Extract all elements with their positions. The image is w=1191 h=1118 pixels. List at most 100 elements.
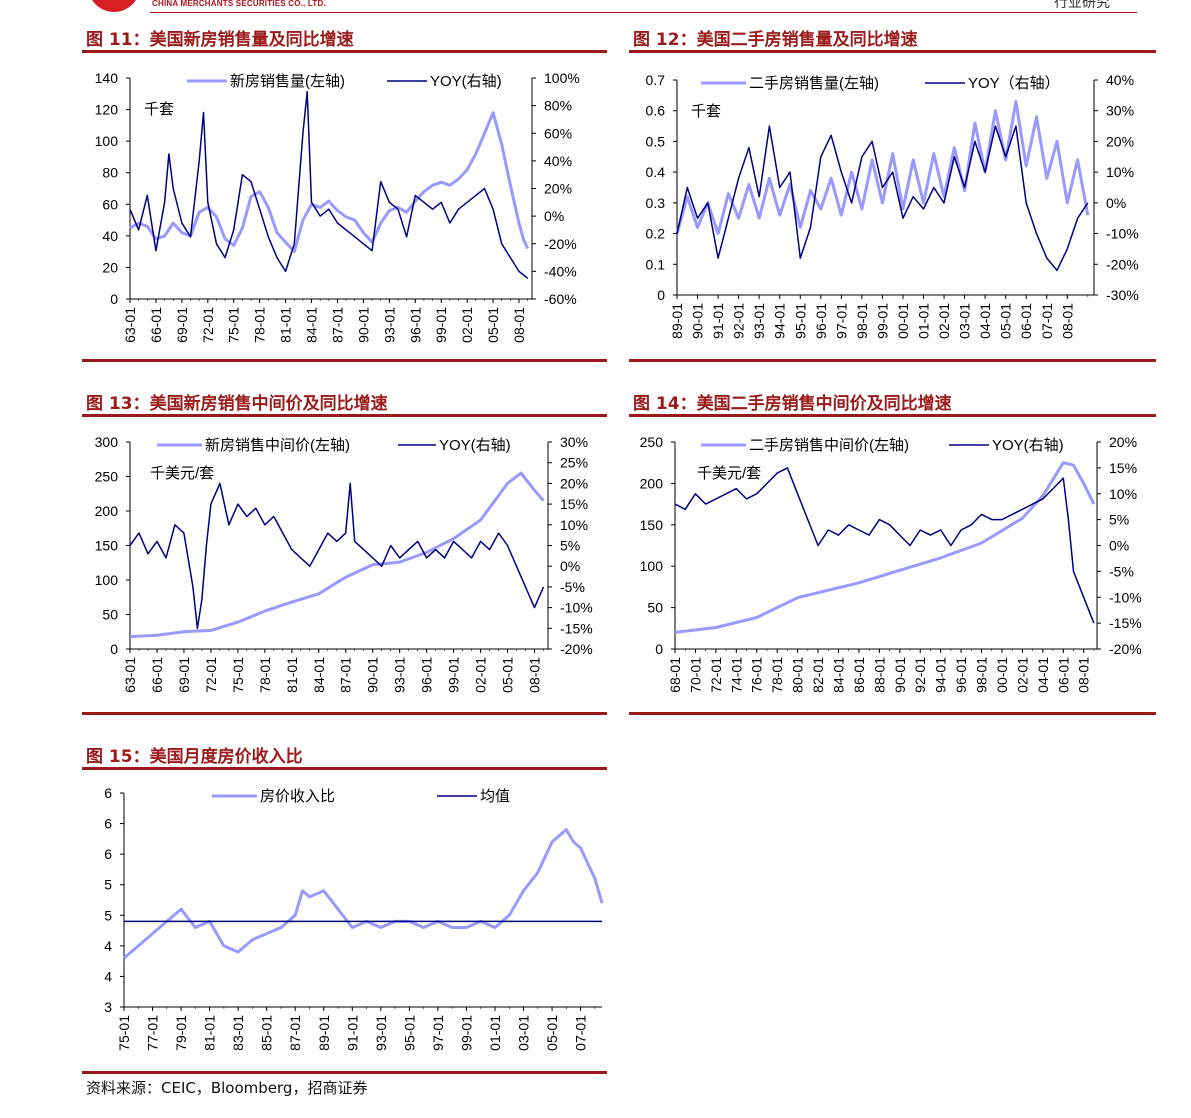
- unit-label: 千套: [144, 101, 174, 118]
- x-tick-label: 06-01: [1055, 657, 1071, 693]
- y-tick-label-right: 20%: [1109, 434, 1137, 450]
- y-tick-label-right: 60%: [544, 125, 572, 141]
- y-tick-label-right: 0%: [1106, 195, 1126, 211]
- y-tick-label-right: -30%: [1106, 287, 1139, 303]
- x-tick-label: 78-01: [769, 657, 785, 693]
- y-tick-label-right: 15%: [560, 496, 588, 512]
- y-tick-label-left: 5: [104, 877, 112, 893]
- x-tick-label: 02-01: [936, 303, 952, 339]
- y-tick-label-right: 30%: [560, 434, 588, 450]
- legend-label: 二手房销售中间价(左轴): [749, 437, 909, 454]
- figure-title: 图 11：美国新房销售量及同比增速: [86, 30, 354, 50]
- y-tick-label-right: 40%: [1106, 72, 1134, 88]
- y-tick-label-right: -5%: [1109, 563, 1134, 579]
- chart-fig12: 0 0.1 0.2 0.3 0.4 0.5 0.6 0.7 -30% -20% -10% 0% 10% 2…: [646, 72, 1139, 339]
- company-logo: [88, 0, 140, 12]
- legend-label: 房价收入比: [260, 788, 335, 805]
- x-tick-label: 94-01: [933, 657, 949, 693]
- y-tick-label-right: -60%: [544, 291, 577, 307]
- y-tick-label-left: 200: [640, 475, 664, 491]
- y-tick-label-left: 0.2: [646, 226, 666, 242]
- page-header: CHINA MERCHANTS SECURITIES CO., LTD. 行业研…: [0, 0, 1191, 14]
- bottom-rule: [82, 1071, 607, 1074]
- y-tick-label-right: 100%: [544, 70, 580, 86]
- legend-label: YOY(右轴): [992, 437, 1064, 454]
- y-tick-label-left: 4: [104, 938, 112, 954]
- y-tick-label-left: 50: [647, 600, 663, 616]
- y-tick-label-right: -15%: [1109, 615, 1142, 631]
- x-tick-label: 04-01: [1035, 657, 1051, 693]
- title-rule: [629, 50, 1156, 53]
- x-tick-label: 00-01: [994, 657, 1010, 693]
- y-tick-label-left: 5: [104, 907, 112, 923]
- x-tick-label: 72-01: [708, 657, 724, 693]
- y-tick-label-left: 20: [102, 259, 118, 275]
- y-tick-label-left: 3: [104, 999, 112, 1015]
- legend-label: 新房销售中间价(左轴): [205, 437, 350, 454]
- x-tick-label: 66-01: [148, 307, 164, 343]
- x-tick-label: 99-01: [458, 1015, 474, 1051]
- x-tick-label: 95-01: [401, 1015, 417, 1051]
- figure-title: 图 15：美国月度房价收入比: [86, 747, 303, 767]
- y-tick-label-right: 80%: [544, 98, 572, 114]
- source-note: 资料来源：CEIC，Bloomberg，招商证券: [86, 1079, 368, 1097]
- y-tick-label-left: 200: [95, 503, 119, 519]
- x-tick-label: 94-01: [772, 303, 788, 339]
- chart-fig11: 0 20 40 60 80 100 120 140 -60% -40% -20% 0% 20% 40% 60…: [95, 70, 580, 343]
- x-tick-label: 66-01: [149, 657, 165, 693]
- y-tick-label-left: 250: [640, 434, 664, 450]
- chart-fig14: 0 50 100 150 200 250 -20% -15% -10% -5% 0% 5% 10% 15%…: [640, 434, 1142, 693]
- y-tick-label-right: 25%: [560, 455, 588, 471]
- y-tick-label-right: 20%: [544, 181, 572, 197]
- x-tick-label: 92-01: [731, 303, 747, 339]
- x-tick-label: 08-01: [1059, 303, 1075, 339]
- legend-label: 均值: [480, 788, 510, 805]
- x-tick-label: 72-01: [203, 657, 219, 693]
- header-company: CHINA MERCHANTS SECURITIES CO., LTD.: [152, 0, 326, 8]
- x-tick-label: 02-01: [1014, 657, 1030, 693]
- y-tick-label-right: 20%: [560, 475, 588, 491]
- x-tick-label: 81-01: [202, 1015, 218, 1051]
- x-tick-label: 85-01: [259, 1015, 275, 1051]
- x-tick-label: 97-01: [833, 303, 849, 339]
- x-tick-label: 07-01: [573, 1015, 589, 1051]
- x-tick-label: 02-01: [473, 657, 489, 693]
- y-tick-label-right: -20%: [560, 641, 593, 657]
- y-tick-label-left: 0.7: [646, 72, 666, 88]
- x-tick-label: 01-01: [916, 303, 932, 339]
- y-tick-label-right: 0%: [1109, 538, 1129, 554]
- x-tick-label: 96-01: [407, 307, 423, 343]
- x-tick-label: 93-01: [751, 303, 767, 339]
- y-tick-label-left: 0.5: [646, 133, 666, 149]
- legend-label: YOY(右轴): [430, 73, 502, 90]
- x-tick-label: 87-01: [329, 307, 345, 343]
- x-tick-label: 91-01: [344, 1015, 360, 1051]
- y-tick-label-right: -20%: [1106, 256, 1139, 272]
- unit-label: 千套: [691, 103, 721, 120]
- bottom-rule: [629, 359, 1156, 362]
- x-tick-label: 08-01: [511, 307, 527, 343]
- y-tick-label-right: -20%: [544, 236, 577, 252]
- y-tick-label-right: -10%: [1109, 589, 1142, 605]
- x-tick-label: 87-01: [287, 1015, 303, 1051]
- bottom-rule: [82, 359, 607, 362]
- x-tick-label: 00-01: [895, 303, 911, 339]
- bottom-rule: [82, 712, 607, 715]
- x-tick-label: 84-01: [304, 307, 320, 343]
- x-tick-label: 99-01: [446, 657, 462, 693]
- legend-label: YOY（右轴）: [968, 75, 1060, 92]
- x-tick-label: 93-01: [373, 1015, 389, 1051]
- x-tick-label: 98-01: [974, 657, 990, 693]
- series-line-primary: [675, 100, 1090, 236]
- y-tick-label-left: 100: [95, 572, 119, 588]
- y-tick-label-left: 4: [104, 968, 112, 984]
- series-line-secondary: [129, 91, 529, 279]
- x-tick-label: 89-01: [669, 303, 685, 339]
- title-rule: [82, 50, 607, 53]
- unit-label: 千美元/套: [150, 465, 214, 482]
- figure-title: 图 12：美国二手房销售量及同比增速: [633, 30, 918, 50]
- y-tick-label-right: -10%: [560, 600, 593, 616]
- y-tick-label-left: 100: [95, 133, 119, 149]
- y-tick-label-right: 10%: [560, 517, 588, 533]
- y-tick-label-left: 50: [102, 607, 118, 623]
